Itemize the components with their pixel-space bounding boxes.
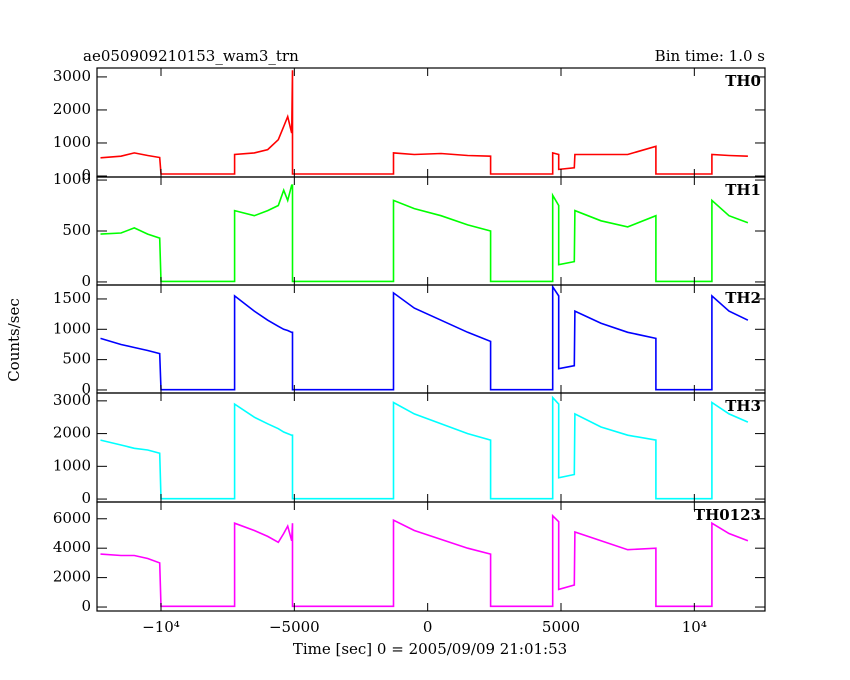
x-tick-label: −5000: [269, 618, 320, 636]
y-tick-label: 2000: [53, 424, 91, 442]
data-line: [100, 184, 749, 283]
y-tick-label: 2000: [53, 568, 91, 586]
y-tick-label: 0: [81, 597, 91, 615]
panel-label: TH1: [725, 181, 761, 199]
panel-frame: [96, 176, 766, 286]
panel-label: TH0: [725, 72, 761, 90]
y-tick-label: 0: [81, 380, 91, 398]
panel-frame: [96, 392, 766, 503]
y-tick-label: 1000: [53, 319, 91, 337]
panel-frame: [96, 284, 766, 394]
x-tick-label: 10⁴: [682, 618, 707, 636]
y-tick-label: 500: [62, 350, 91, 368]
panel-label: TH3: [725, 397, 761, 415]
y-tick-label: 6000: [53, 509, 91, 527]
y-tick-label: 2000: [53, 100, 91, 118]
y-tick-label: 4000: [53, 538, 91, 556]
chart-title: ae050909210153_wam3_trn: [83, 47, 299, 65]
y-tick-label: 0: [81, 489, 91, 507]
x-tick-label: −10⁴: [142, 618, 180, 636]
y-tick-label: 3000: [53, 391, 91, 409]
x-tick-label: 0: [423, 618, 433, 636]
y-axis-label: Counts/sec: [5, 298, 23, 382]
y-tick-label: 0: [81, 272, 91, 290]
panel-frame: [96, 67, 766, 178]
y-tick-label: 1000: [53, 133, 91, 151]
x-tick-label: 5000: [542, 618, 580, 636]
data-line: [100, 70, 748, 175]
y-tick-label: 0: [81, 166, 91, 184]
y-tick-label: 1000: [53, 456, 91, 474]
y-tick-label: 1500: [53, 289, 91, 307]
data-line: [100, 395, 749, 500]
y-tick-label: 1000: [53, 170, 91, 188]
panel-label: TH2: [725, 289, 761, 307]
data-line: [100, 513, 749, 608]
y-tick-label: 500: [62, 221, 91, 239]
x-axis-label: Time [sec] 0 = 2005/09/09 21:01:53: [293, 640, 567, 658]
chart-subtitle: Bin time: 1.0 s: [655, 47, 765, 65]
y-tick-label: 3000: [53, 67, 91, 85]
panel-frame: [96, 501, 766, 612]
data-line: [100, 284, 749, 391]
panel-label: TH0123: [694, 506, 761, 524]
